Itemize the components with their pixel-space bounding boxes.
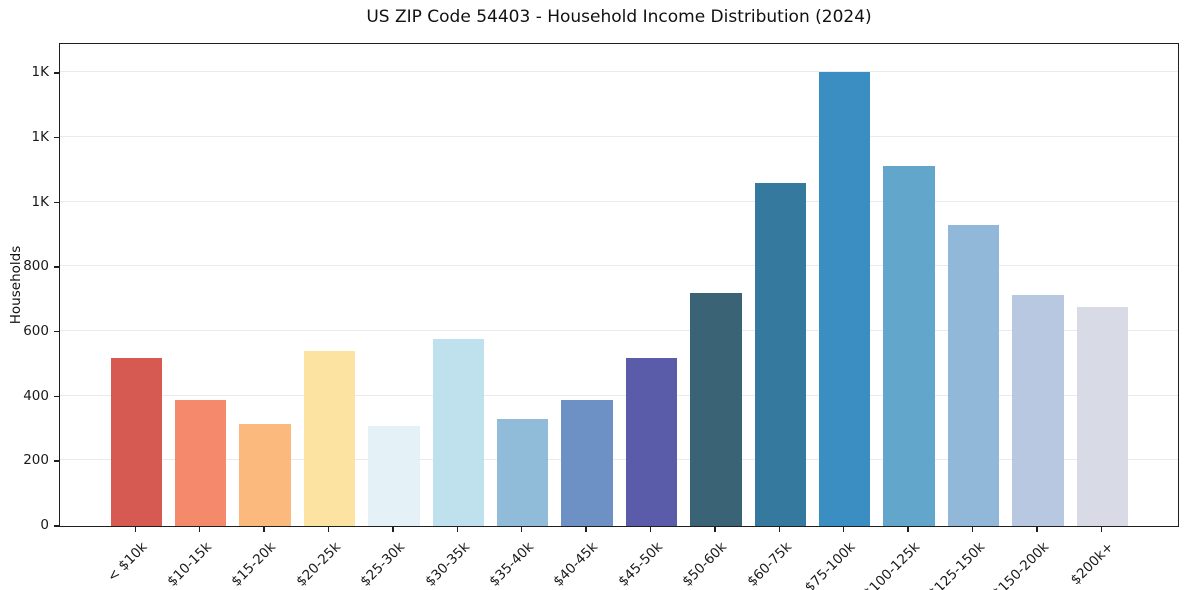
x-tick-mark xyxy=(263,527,265,532)
bar-$75-100k xyxy=(818,71,871,526)
x-tick-label: $40-45k xyxy=(550,539,602,590)
x-tick-mark xyxy=(456,527,459,532)
bar-$60-75k xyxy=(754,183,807,526)
y-tick-label: 1K xyxy=(31,193,49,210)
x-tick-mark xyxy=(1100,527,1103,532)
y-tick-mark xyxy=(54,395,59,398)
x-tick-label: $35-40k xyxy=(486,539,538,590)
x-tick-mark xyxy=(392,527,394,532)
x-tick-label: $60-75k xyxy=(743,539,795,590)
bar-$40-45k xyxy=(561,399,613,526)
y-tick-mark xyxy=(54,266,59,268)
x-tick-label: < $10k xyxy=(104,539,151,586)
y-tick-label: 800 xyxy=(23,258,49,275)
bar-$20-25k xyxy=(303,350,356,526)
bar-$50-60k xyxy=(690,292,742,526)
x-tick-mark xyxy=(842,527,845,532)
bar-$45-50k xyxy=(625,358,678,526)
bar-$25-30k xyxy=(368,426,420,526)
y-tick-mark xyxy=(54,136,59,139)
x-tick-mark xyxy=(520,527,523,532)
gridline xyxy=(60,135,1178,137)
x-tick-label: $100-125k xyxy=(860,539,924,590)
x-tick-mark xyxy=(327,527,330,532)
y-tick-mark xyxy=(54,330,59,333)
gridline xyxy=(60,200,1178,202)
x-tick-mark xyxy=(1036,527,1038,532)
gridline xyxy=(60,394,1178,396)
plot-area xyxy=(59,43,1179,527)
x-axis: < $10k $10-15k $15-20k $20-25k $25-30k $30-35… xyxy=(59,527,1179,590)
x-tick-label: $75-100k xyxy=(802,539,860,590)
bar-$35-40k xyxy=(496,418,549,526)
y-tick-label: 600 xyxy=(23,322,49,339)
x-tick-mark xyxy=(778,527,781,532)
gridline xyxy=(60,459,1178,461)
y-tick-label: 0 xyxy=(40,517,49,533)
bar-$100-125k xyxy=(883,166,935,526)
x-tick-label: $25-30k xyxy=(357,539,409,590)
y-tick-mark xyxy=(54,201,59,204)
x-tick-label: $15-20k xyxy=(228,539,280,590)
y-tick-mark xyxy=(54,525,59,527)
y-tick-label: 400 xyxy=(23,387,49,404)
gridline xyxy=(60,71,1178,73)
y-axis: 0 200 400 600 800 1K 1K 1K xyxy=(0,43,59,533)
x-tick-label: $150-200k xyxy=(989,539,1053,590)
x-tick-label: $30-35k xyxy=(421,539,473,590)
bar-< $10k xyxy=(110,357,163,526)
x-tick-mark xyxy=(714,527,716,532)
x-tick-mark xyxy=(585,527,587,532)
bar-$30-35k xyxy=(432,339,485,526)
x-tick-label: $50-60k xyxy=(679,539,731,590)
bar-$10-15k xyxy=(174,400,227,526)
x-tick-label: $10-15k xyxy=(164,539,216,590)
y-tick-mark xyxy=(54,460,59,462)
y-tick-label: 200 xyxy=(23,452,49,469)
bar-$125-150k xyxy=(947,224,1000,526)
x-tick-mark xyxy=(971,527,974,532)
bar-$200k+ xyxy=(1076,307,1129,526)
x-tick-mark xyxy=(198,527,201,532)
x-tick-mark xyxy=(907,527,909,532)
x-tick-label: $125-150k xyxy=(925,539,988,590)
gridline xyxy=(60,329,1178,331)
x-tick-label: $200k+ xyxy=(1067,539,1117,589)
x-tick-mark xyxy=(134,527,137,532)
y-tick-mark xyxy=(54,72,59,74)
y-tick-label: 1K xyxy=(31,128,49,145)
x-tick-label: $20-25k xyxy=(293,539,344,590)
y-tick-label: 1K xyxy=(31,64,49,81)
bar-$150-200k xyxy=(1012,295,1064,526)
x-tick-mark xyxy=(649,527,652,532)
gridline xyxy=(60,265,1178,267)
x-tick-label: $45-50k xyxy=(615,539,666,590)
chart-title: US ZIP Code 54403 - Household Income Dis… xyxy=(366,7,872,27)
bar-$15-20k xyxy=(239,424,291,526)
